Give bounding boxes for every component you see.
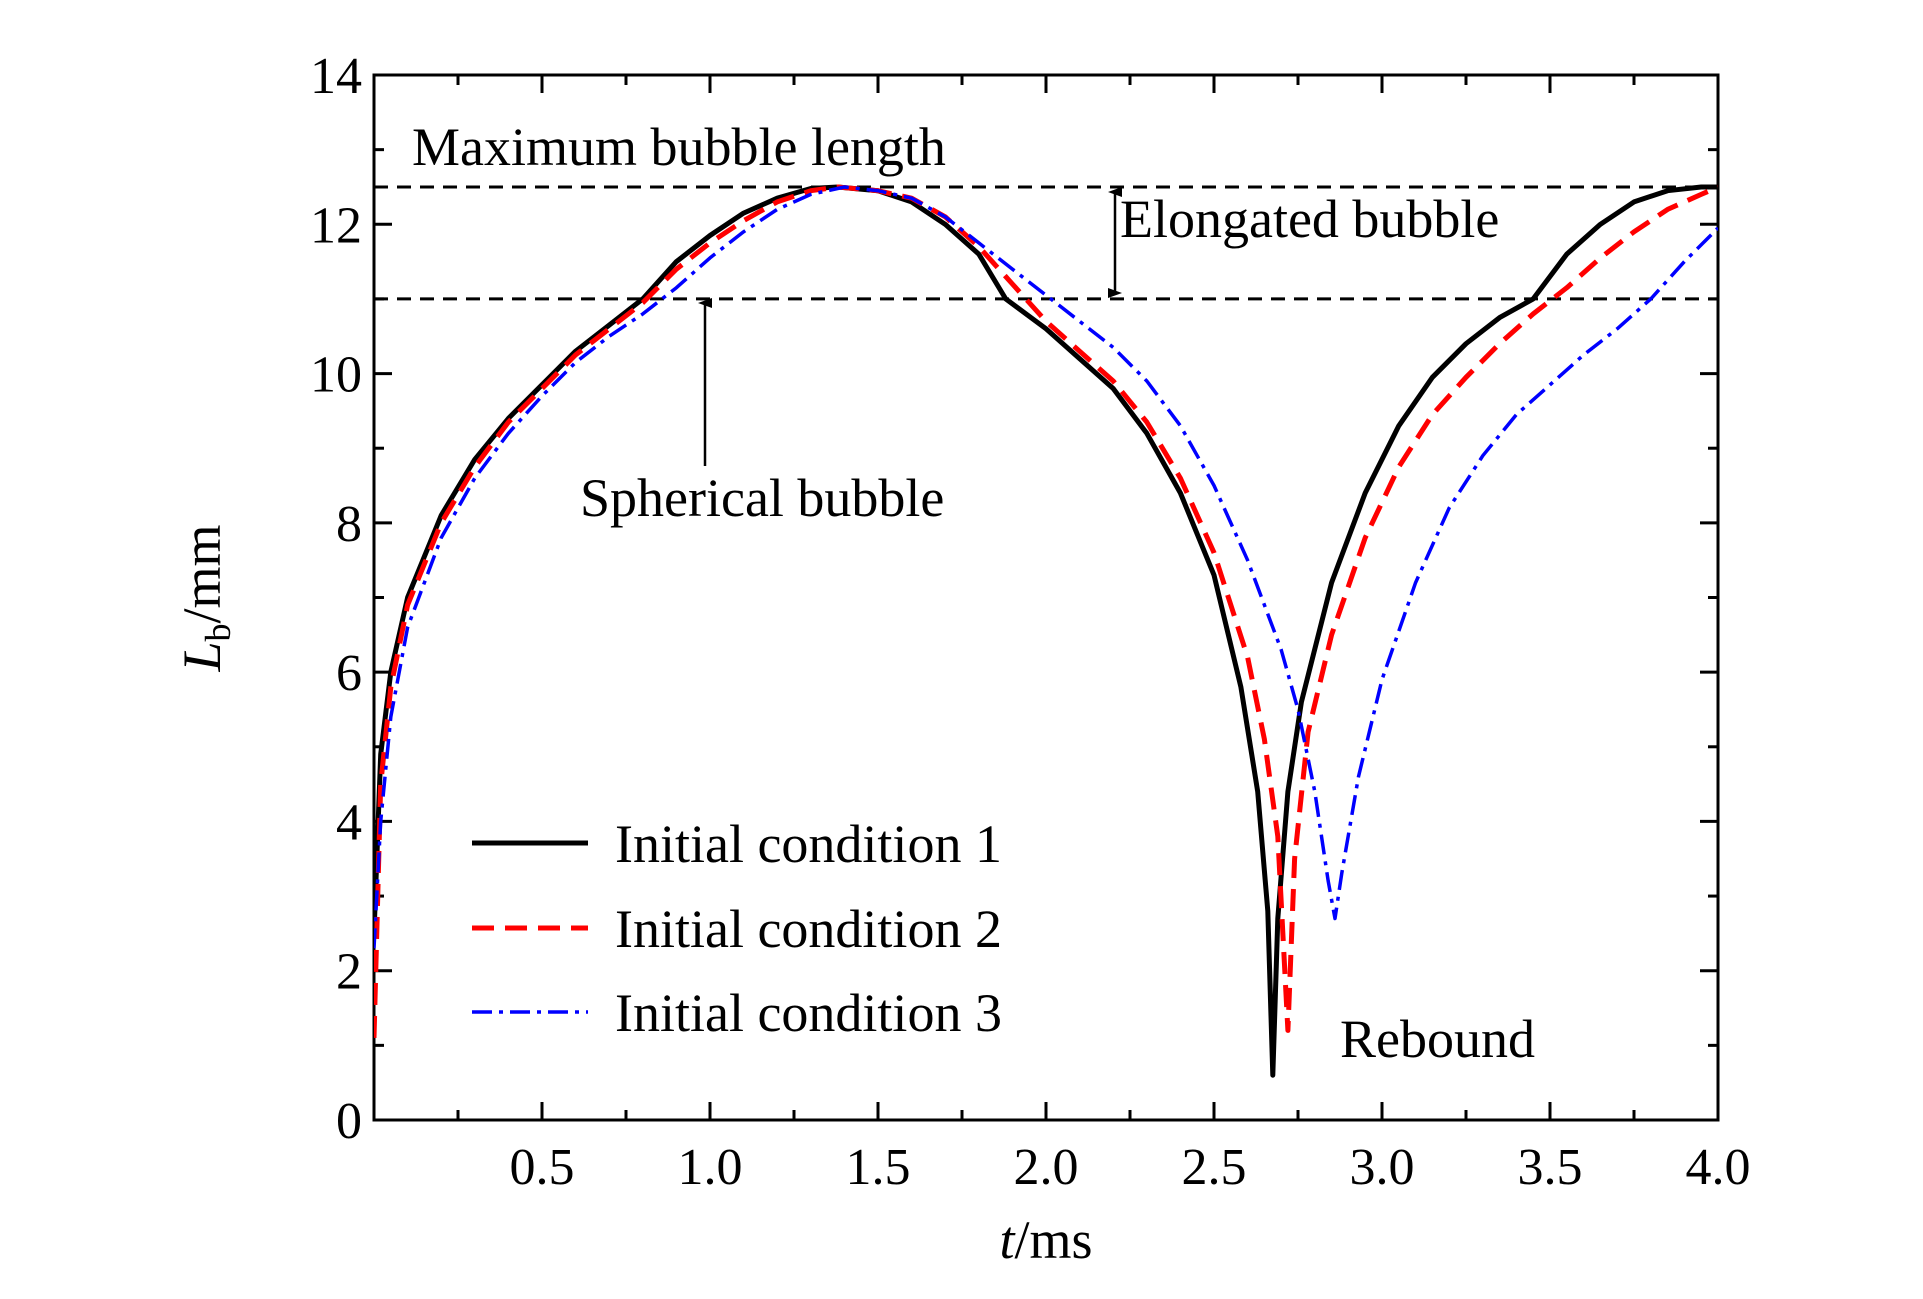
x-tick-label: 3.0 [1350,1139,1415,1196]
x-tick-label: 0.5 [510,1139,575,1196]
legend-item-2: Initial condition 2 [472,899,1002,959]
y-tick-label: 10 [310,347,362,404]
x-tick-label: 4.0 [1686,1139,1751,1196]
legend-item-1: Initial condition 1 [472,814,1002,874]
rebound-label: Rebound [1340,1009,1535,1069]
y-tick-label: 6 [336,645,362,702]
axis-tick-labels: 0.5 1.0 1.5 2.0 2.5 3.0 3.5 4.0 0 2 4 6 8 10 12 14 [310,48,1751,1196]
y-tick-label: 4 [336,794,362,851]
plot-area-frame [372,73,1720,1122]
legend-label-2: Initial condition 2 [615,899,1002,959]
series-line-1 [374,184,1718,1078]
elongated-bubble-label: Elongated bubble [1120,189,1499,249]
y-tick-label: 2 [336,944,362,1001]
series-group [374,184,1718,1078]
x-tick-label: 3.5 [1518,1139,1583,1196]
x-tick-label: 1.0 [678,1139,743,1196]
y-axis-title: Lb/mm [172,524,238,672]
x-tick-label: 2.0 [1014,1139,1079,1196]
y-tick-label: 12 [310,197,362,254]
x-tick-label: 2.5 [1182,1139,1247,1196]
y-tick-label: 0 [336,1093,362,1150]
reference-lines [374,185,1718,301]
series-line-2 [374,184,1718,1038]
x-axis-title: t/ms [999,1210,1092,1270]
legend-label-3: Initial condition 3 [615,983,1002,1043]
spherical-bubble-label: Spherical bubble [580,468,944,528]
legend-label-1: Initial condition 1 [615,814,1002,874]
x-tick-label: 1.5 [846,1139,911,1196]
legend: Initial condition 1 Initial condition 2 … [472,814,1002,1043]
max-length-label: Maximum bubble length [412,117,946,177]
y-tick-label: 14 [310,48,362,105]
y-tick-label: 8 [336,496,362,553]
axis-ticks [374,73,1720,1122]
legend-item-3: Initial condition 3 [472,983,1002,1043]
series-line-3 [374,185,1718,949]
